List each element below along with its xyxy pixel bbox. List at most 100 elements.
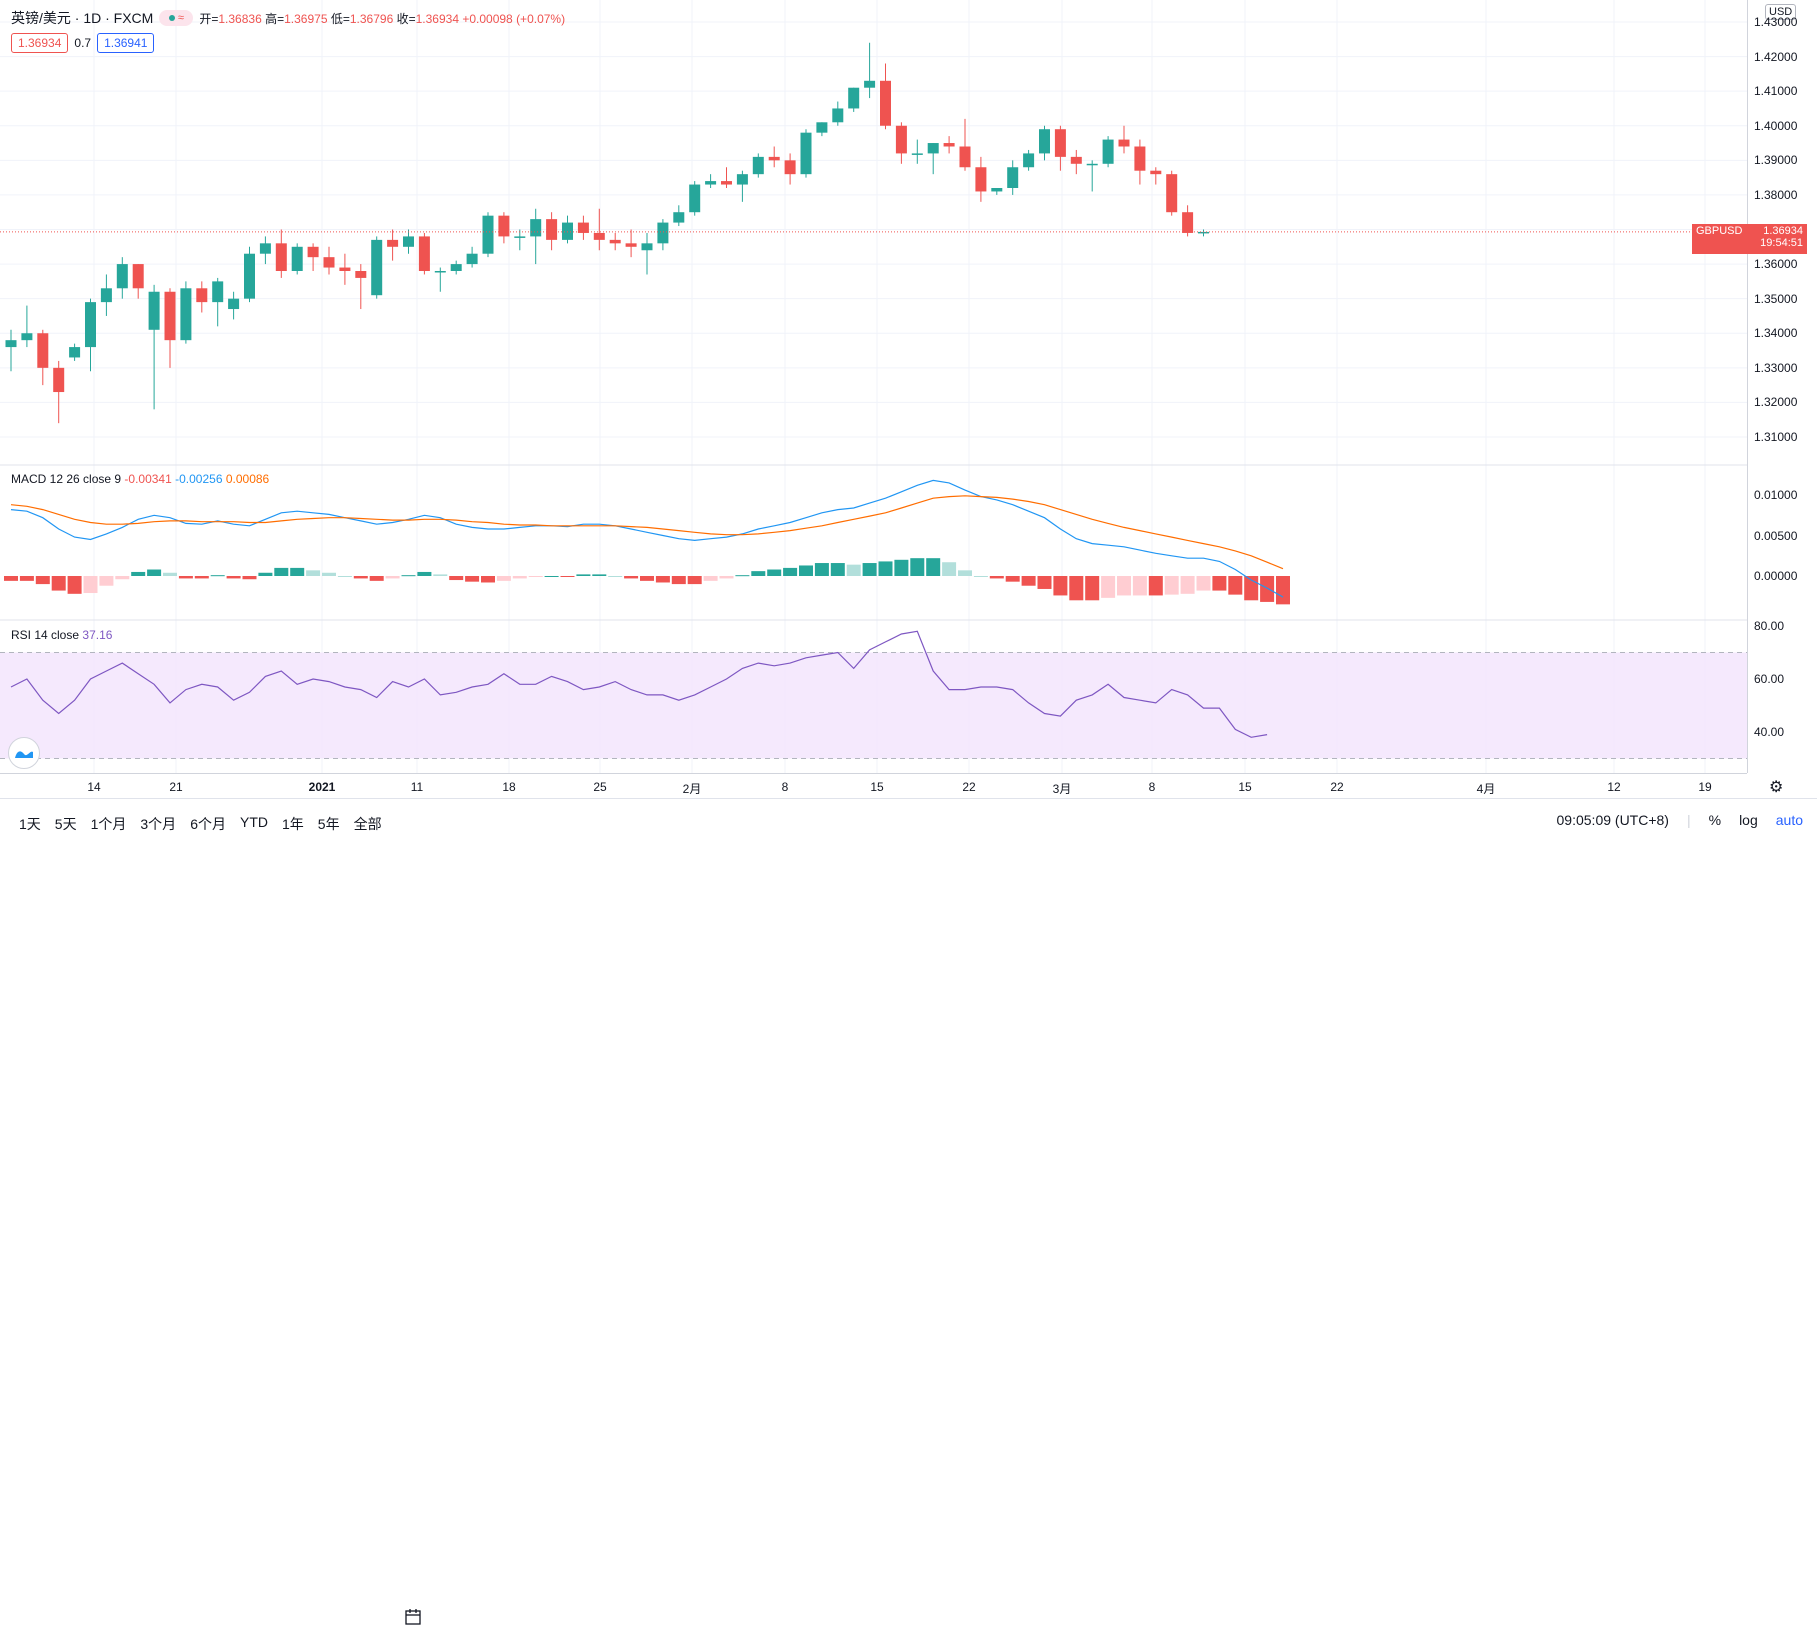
range-button[interactable]: 3个月 (140, 816, 177, 832)
ohlc-values: 开=1.36836 高=1.36975 低=1.36796 收=1.36934 … (199, 10, 565, 27)
candle (514, 236, 526, 238)
range-button[interactable]: 1年 (281, 816, 304, 832)
time-tick-label: 4月 (1476, 782, 1496, 796)
candle (768, 156, 780, 161)
goto-date-calendar-icon[interactable] (404, 1608, 422, 1631)
candle (1134, 146, 1146, 171)
macd-histogram-bar (878, 561, 893, 576)
time-tick-label: 3月 (1052, 782, 1072, 796)
candle (100, 288, 112, 303)
range-button[interactable]: 1个月 (90, 816, 127, 832)
range-button[interactable]: 6个月 (190, 816, 226, 832)
macd-histogram-bar (496, 576, 511, 581)
time-tick-label: 8 (1148, 780, 1156, 794)
macd-histogram-bar (640, 576, 654, 581)
macd-histogram-bar (576, 574, 591, 576)
tradingview-logo-icon[interactable] (8, 737, 40, 769)
macd-histogram-bar (814, 563, 829, 576)
symbol-title[interactable]: 英镑/美元 · 1D · FXCM (11, 10, 154, 26)
range-button[interactable]: 全部 (353, 816, 382, 832)
candle (736, 174, 748, 185)
candle (1039, 129, 1050, 154)
close-label: 收= (396, 11, 416, 26)
macd-histogram-bar (322, 572, 336, 576)
macd-histogram-bar (337, 576, 352, 577)
currency-badge[interactable]: USD (1765, 4, 1797, 20)
macd-histogram-bar (1005, 576, 1020, 582)
last-price-tag: GBPUSD 1.36934 19:54:51 (1692, 223, 1807, 254)
candle (895, 125, 907, 154)
candle (562, 222, 573, 240)
candle (132, 264, 144, 289)
candle (927, 143, 939, 154)
macd-histogram-bar (1260, 576, 1275, 602)
price-scale[interactable]: USD 1.43000 1.42000 1.41000 1.40000 1.39000 1… (1747, 0, 1817, 773)
price-tick-label: 1.41000 (1754, 84, 1798, 99)
candle (116, 264, 128, 289)
macd-legend[interactable]: MACD 12 26 close 9 -0.00341 -0.00256 0.0… (11, 472, 269, 486)
candle (339, 267, 351, 271)
candle (275, 243, 287, 271)
chart-canvas[interactable] (0, 0, 1747, 773)
range-button[interactable]: YTD (239, 814, 268, 830)
macd-histogram-bar (465, 576, 480, 582)
candle (752, 156, 764, 175)
rsi-legend[interactable]: RSI 14 close 37.16 (11, 628, 112, 642)
range-button[interactable]: 5年 (317, 816, 340, 832)
time-tick-label: 15 (870, 780, 884, 794)
macd-histogram-bar (35, 576, 50, 585)
rsi-tick-label: 80.00 (1754, 619, 1785, 633)
macd-histogram-bar (385, 576, 400, 579)
sell-price-button[interactable]: 1.36934 (11, 33, 69, 53)
settings-gear-icon[interactable]: ⚙ (1769, 779, 1784, 796)
macd-histogram-bar (926, 558, 941, 576)
macd-histogram-bar (1021, 576, 1036, 586)
macd-histogram-bar (210, 575, 225, 577)
macd-histogram-bar (989, 576, 1004, 579)
time-axis[interactable]: 14 21 2021 11 18 25 2月 8 15 22 3月 8 15 22 4月 12 19 (0, 773, 1747, 799)
macd-histogram-bar (115, 576, 130, 580)
chart-area[interactable]: 英镑/美元 · 1D · FXCM ≈ 开=1.36836 高=1.36975 … (0, 0, 1747, 773)
time-tick-label: 8 (781, 780, 789, 794)
percent-toggle[interactable]: % (1708, 812, 1722, 828)
macd-histogram-bar (512, 576, 527, 579)
candle (37, 333, 49, 368)
open-value: 1.36836 (218, 11, 262, 26)
open-label: 开= (199, 11, 219, 26)
rsi-tick-label: 40.00 (1754, 725, 1785, 739)
last-price-symbol: GBPUSD (1696, 224, 1743, 237)
price-tick-label: 1.40000 (1754, 118, 1798, 133)
macd-hist-value: -0.00341 (124, 472, 172, 486)
macd-histogram-bar (973, 576, 988, 577)
range-button[interactable]: 1天 (19, 816, 41, 832)
symbol-legend: 英镑/美元 · 1D · FXCM ≈ 开=1.36836 高=1.36975 … (11, 8, 565, 28)
time-tick-label: 22 (1330, 780, 1344, 794)
macd-histogram-bar (958, 570, 972, 576)
clock-timezone[interactable]: 09:05:09 (UTC+8) (1556, 812, 1669, 828)
candle (943, 143, 955, 147)
macd-histogram-bar (719, 576, 734, 579)
macd-histogram-bar (830, 563, 845, 576)
candle (848, 87, 860, 109)
candle (784, 160, 796, 175)
candle (434, 271, 446, 273)
macd-histogram-bar (592, 574, 607, 576)
candle (593, 232, 605, 240)
macd-histogram-bar (242, 576, 257, 580)
candle (371, 239, 383, 296)
auto-scale-toggle[interactable]: auto (1775, 812, 1803, 828)
time-tick-label: 12 (1607, 780, 1621, 794)
candle (307, 246, 319, 258)
market-status-badge[interactable]: ≈ (159, 10, 194, 26)
macd-histogram-bar (942, 562, 957, 576)
change-value: +0.00098 (+0.07%) (462, 11, 566, 26)
candle (609, 239, 621, 244)
candle (975, 167, 987, 192)
macd-histogram-bar (401, 575, 416, 577)
divider: | (1686, 812, 1691, 828)
log-toggle[interactable]: log (1739, 812, 1758, 828)
range-button[interactable]: 5天 (54, 816, 77, 832)
candle (418, 236, 430, 271)
buy-price-button[interactable]: 1.36941 (97, 33, 155, 53)
price-tick-label: 1.39000 (1754, 153, 1798, 168)
